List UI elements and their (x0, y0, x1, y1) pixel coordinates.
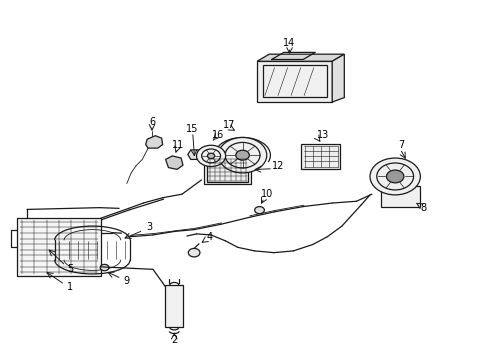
Text: 1: 1 (67, 282, 73, 292)
Text: 6: 6 (149, 117, 155, 126)
Circle shape (387, 170, 404, 183)
Bar (204, 155, 251, 184)
Text: 13: 13 (318, 130, 330, 140)
Circle shape (188, 248, 200, 257)
Polygon shape (146, 136, 163, 148)
Text: 10: 10 (261, 189, 273, 199)
Text: 14: 14 (283, 38, 295, 48)
Bar (17, 218, 100, 276)
Text: 9: 9 (124, 276, 130, 286)
Polygon shape (257, 54, 344, 61)
Polygon shape (257, 61, 332, 102)
Polygon shape (166, 156, 183, 169)
Bar (381, 186, 420, 207)
Text: 17: 17 (223, 120, 236, 130)
Text: 16: 16 (212, 130, 224, 140)
Bar (207, 157, 248, 182)
Bar (301, 144, 341, 169)
Circle shape (219, 138, 267, 173)
Text: 3: 3 (146, 222, 152, 233)
Bar (165, 285, 183, 327)
Text: 8: 8 (420, 203, 426, 213)
Circle shape (255, 207, 265, 214)
Text: 15: 15 (186, 123, 198, 134)
Text: 5: 5 (68, 264, 74, 274)
Circle shape (370, 158, 420, 195)
Text: 11: 11 (172, 140, 184, 149)
Text: 4: 4 (207, 233, 213, 242)
Circle shape (196, 145, 225, 167)
Text: 2: 2 (171, 335, 177, 345)
Circle shape (207, 153, 215, 158)
Text: 12: 12 (272, 161, 284, 171)
Polygon shape (332, 54, 344, 102)
Polygon shape (188, 150, 207, 159)
Circle shape (236, 150, 249, 160)
Circle shape (100, 264, 109, 271)
Bar (263, 65, 327, 97)
Text: 7: 7 (398, 140, 404, 150)
